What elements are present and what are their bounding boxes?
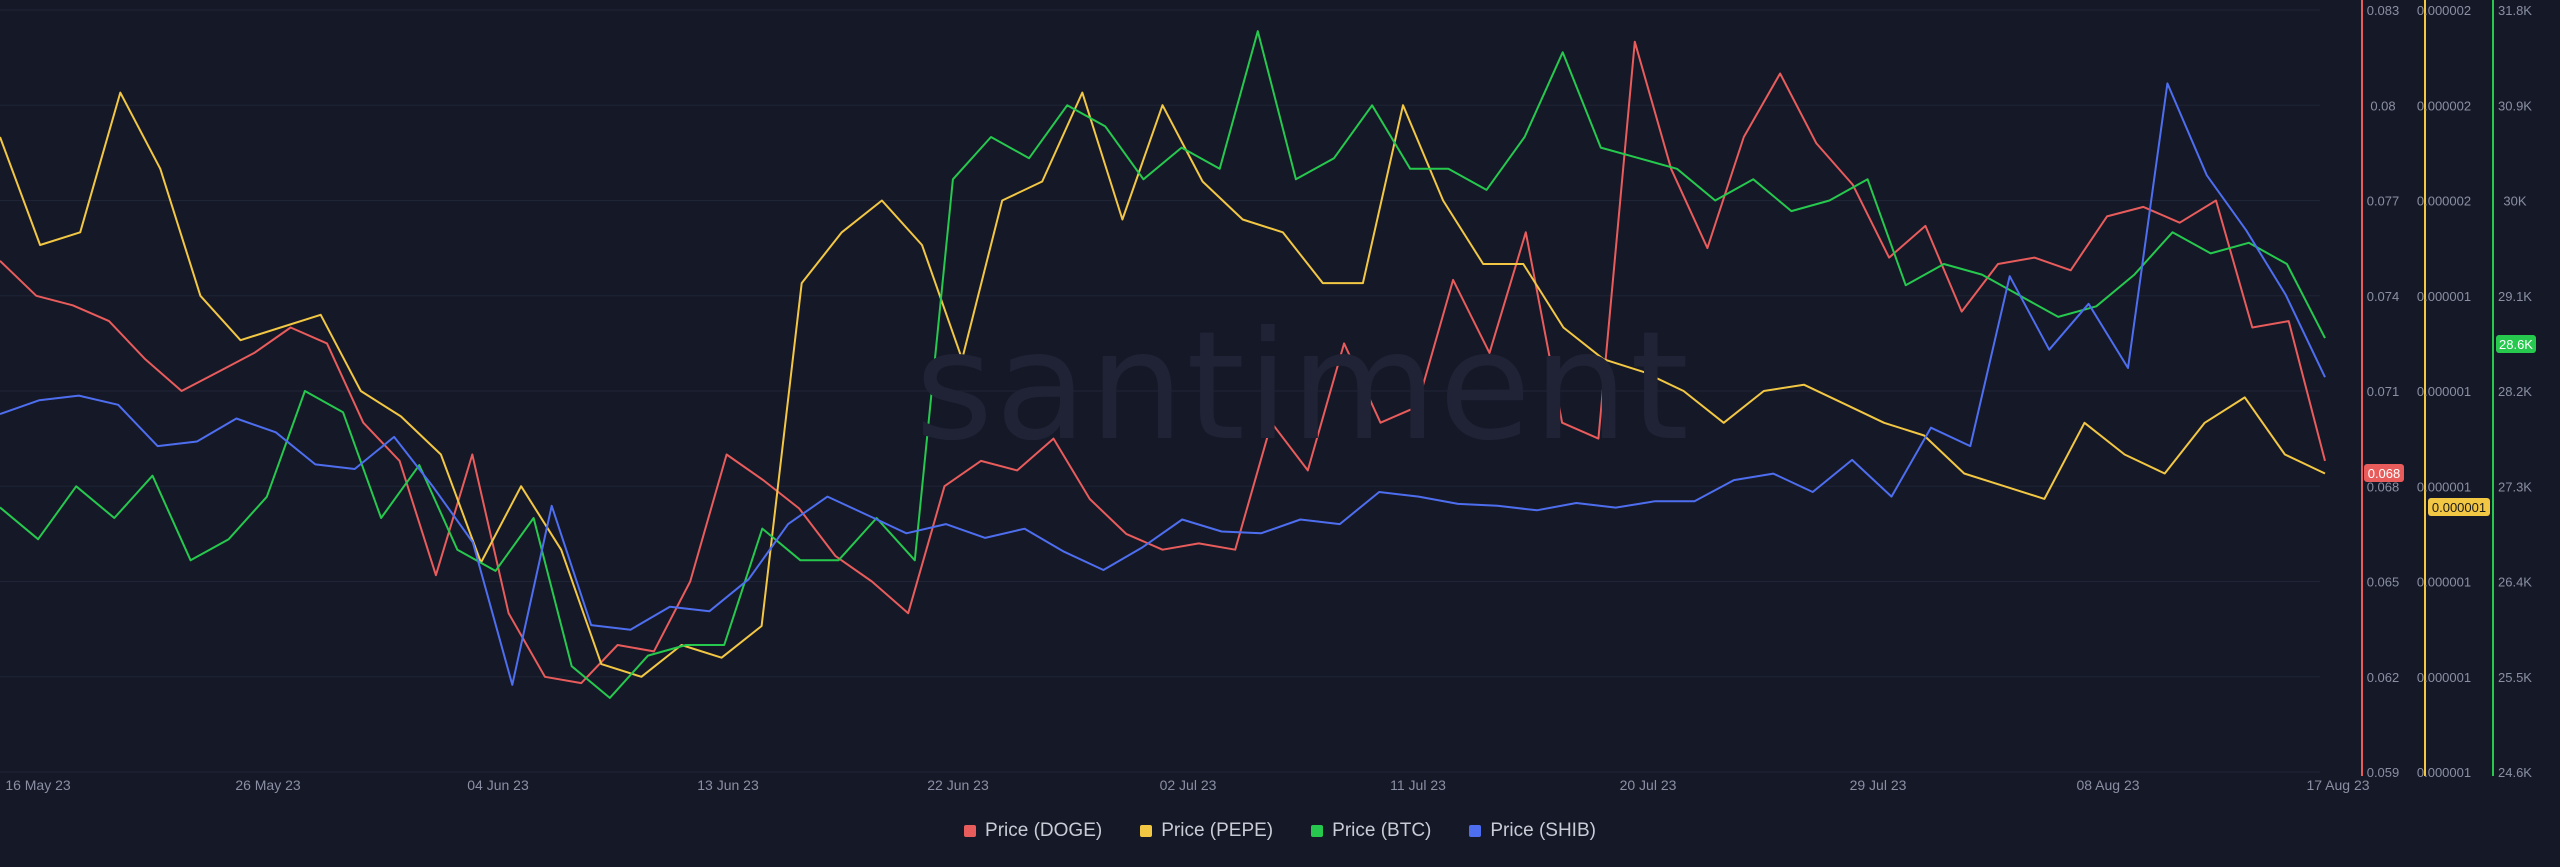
last-value-label-pepe: 0.000001 [2432,500,2486,515]
legend-swatch [1311,825,1324,837]
y-tick-label-pepe: 0.000001 [2417,289,2471,304]
y-tick-label-pepe: 0.000002 [2417,3,2471,18]
y-tick-label-pepe: 0.000002 [2417,194,2471,209]
y-tick-label-btc: 28.2K [2498,384,2532,399]
x-tick-label: 04 Jun 23 [467,777,529,793]
x-tick-label: 26 May 23 [235,777,301,793]
y-tick-label-btc: 24.6K [2498,765,2532,780]
legend-label: Price (BTC) [1332,820,1432,841]
last-value-label-doge: 0.068 [2368,466,2401,481]
x-tick-label: 13 Jun 23 [697,777,759,793]
legend: Price (DOGE) Price (PEPE) Price (BTC) Price… [0,820,2560,842]
y-tick-label-doge: 0.071 [2367,384,2400,399]
x-tick-label: 11 Jul 23 [1390,777,1446,793]
x-tick-label: 08 Aug 23 [2076,777,2139,793]
last-value-badge-btc [2496,335,2536,353]
legend-swatch [1469,825,1482,837]
price-chart: 0.083 0.08 0.077 0.074 0.071 0.068 0.065 0.062 0… [0,0,2536,793]
series-line-doge [0,40,2326,685]
y-tick-label-pepe: 0.000001 [2417,670,2471,685]
legend-item[interactable]: Price (BTC) [1311,820,1431,842]
x-tick-label: 16 May 23 [5,777,71,793]
y-tick-label-doge: 0.062 [2367,670,2400,685]
y-tick-label-btc: 31.8K [2498,3,2532,18]
last-value-badge-pepe [2428,498,2490,516]
y-tick-label-doge: 0.068 [2367,479,2400,494]
last-value-label-btc: 28.6K [2499,337,2533,352]
y-tick-label-btc: 30K [2503,194,2526,209]
y-tick-label-btc: 26.4K [2498,575,2532,590]
y-tick-label-doge: 0.074 [2367,289,2400,304]
y-tick-label-pepe: 0.000001 [2417,575,2471,590]
legend-item[interactable]: Price (SHIB) [1469,820,1596,842]
x-tick-label: 02 Jul 23 [1160,777,1217,793]
y-tick-label-pepe: 0.000001 [2417,384,2471,399]
legend-label: Price (DOGE) [985,820,1103,841]
y-tick-label-btc: 29.1K [2498,289,2532,304]
series-line-btc [0,30,2326,699]
y-tick-label-doge: 0.08 [2370,98,2395,113]
y-tick-label-btc: 30.9K [2498,98,2532,113]
y-tick-label-btc: 25.5K [2498,670,2532,685]
y-tick-label-doge: 0.083 [2367,3,2400,18]
legend-item[interactable]: Price (PEPE) [1140,820,1273,842]
legend-swatch [1140,825,1153,837]
y-tick-label-pepe: 0.000001 [2417,479,2471,494]
y-tick-label-pepe: 0.000001 [2417,765,2471,780]
x-tick-label: 22 Jun 23 [927,777,989,793]
legend-swatch [964,825,977,837]
y-tick-label-doge: 0.059 [2367,765,2400,780]
y-tick-label-doge: 0.065 [2367,575,2400,590]
x-tick-label: 17 Aug 23 [2306,777,2369,793]
legend-label: Price (PEPE) [1161,820,1274,841]
x-tick-label: 20 Jul 23 [1620,777,1677,793]
series-line-pepe [0,91,2326,678]
legend-item[interactable]: Price (DOGE) [964,820,1102,842]
y-tick-label-btc: 27.3K [2498,479,2532,494]
legend-label: Price (SHIB) [1490,820,1596,841]
x-tick-label: 29 Jul 23 [1850,777,1907,793]
y-tick-label-doge: 0.077 [2367,194,2400,209]
series-line-shib [0,82,2326,686]
y-tick-label-pepe: 0.000002 [2417,98,2471,113]
last-value-badge-doge [2364,464,2404,482]
